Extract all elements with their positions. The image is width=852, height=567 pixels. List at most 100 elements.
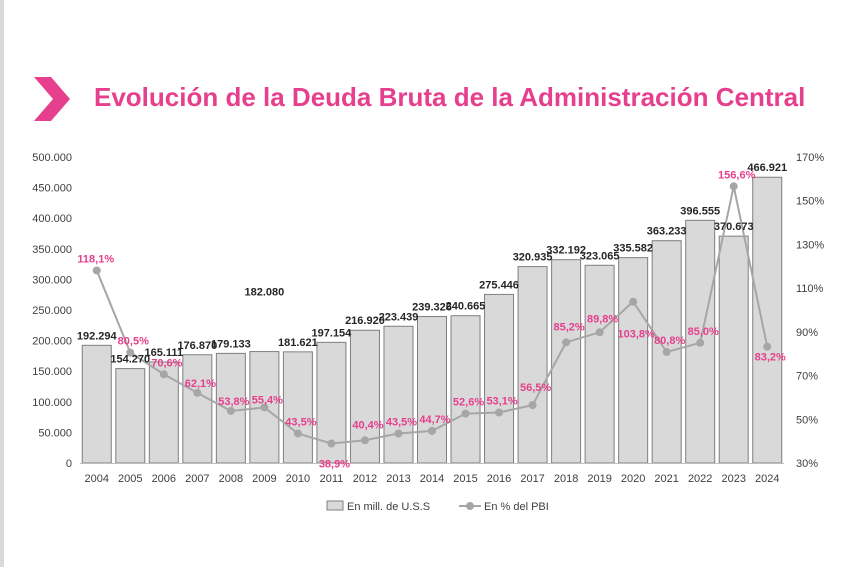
pbi-point [360, 436, 369, 445]
bar-value-label: 240.665 [446, 301, 486, 313]
bar-value-label: 332.192 [546, 245, 586, 257]
bar-value-label: 182.080 [244, 287, 284, 299]
pbi-point [394, 429, 403, 438]
pbi-value-label: 118,1% [77, 253, 114, 265]
x-tick-label: 2011 [320, 473, 344, 485]
pbi-point [662, 347, 671, 356]
pbi-value-label: 43,5% [285, 416, 316, 428]
y-right-tick-label: 130% [796, 239, 824, 251]
x-tick-label: 2023 [721, 473, 745, 485]
x-tick-label: 2013 [386, 473, 410, 485]
x-tick-label: 2004 [85, 473, 109, 485]
pbi-value-label: 70,6% [151, 357, 182, 369]
bar-value-label: 216.920 [345, 315, 385, 327]
pbi-value-label: 43,5% [386, 416, 417, 428]
bar-value-label: 396.555 [680, 205, 720, 217]
bar-value-label: 154.270 [110, 354, 150, 366]
pbi-point [260, 403, 269, 412]
pbi-value-label: 53,1% [486, 396, 517, 408]
x-tick-label: 2022 [688, 473, 712, 485]
bar-value-label: 176.870 [177, 340, 217, 352]
pbi-point [763, 342, 772, 351]
pbi-value-label: 80,8% [654, 335, 685, 347]
pbi-point [495, 408, 504, 417]
pbi-point [327, 439, 336, 448]
pbi-point [629, 297, 638, 306]
bar-value-label: 165.111 [145, 347, 184, 359]
bar [517, 266, 548, 464]
pbi-value-label: 55,4% [252, 394, 283, 406]
y-left-tick-label: 250.000 [32, 305, 72, 317]
pbi-point [461, 409, 470, 418]
x-tick-label: 2009 [252, 473, 276, 485]
y-right-tick-label: 30% [796, 458, 818, 470]
bar [115, 368, 146, 464]
x-tick-label: 2017 [520, 473, 544, 485]
x-tick-label: 2005 [118, 473, 142, 485]
legend-bar-label: En mill. de U.S.S [347, 501, 430, 513]
x-tick-label: 2010 [286, 473, 310, 485]
chevron-right-icon [34, 77, 70, 121]
bar [282, 351, 313, 464]
pbi-point [193, 388, 202, 397]
y-right-tick-label: 70% [796, 371, 818, 383]
pbi-value-label: 62,1% [185, 378, 216, 390]
pbi-point [226, 406, 235, 415]
bar [182, 354, 213, 464]
y-left-tick-label: 500.000 [32, 152, 72, 164]
pbi-point [528, 401, 537, 410]
pbi-value-label: 80,5% [118, 336, 149, 348]
left-border [0, 0, 4, 567]
pbi-value-label: 103,8% [617, 329, 655, 341]
y-right-tick-label: 110% [796, 283, 824, 295]
bar [81, 344, 112, 464]
y-left-tick-label: 400.000 [32, 213, 72, 225]
bar [651, 240, 682, 464]
bar-value-label: 275.446 [479, 279, 519, 291]
x-tick-label: 2016 [487, 473, 511, 485]
bar-value-label: 179.133 [211, 338, 251, 350]
y-left-tick-label: 150.000 [32, 366, 72, 378]
bar-value-label: 323.065 [580, 250, 620, 262]
pbi-value-label: 89,8% [587, 313, 618, 325]
x-tick-label: 2015 [453, 473, 477, 485]
bar-value-label: 370.673 [714, 221, 754, 233]
bar [584, 264, 615, 464]
y-right-tick-label: 50% [796, 414, 818, 426]
x-tick-label: 2024 [755, 473, 779, 485]
pbi-value-label: 83,2% [755, 352, 786, 364]
pbi-value-label: 40,4% [352, 419, 383, 431]
bar [383, 325, 414, 464]
pbi-value-label: 85,2% [553, 321, 584, 333]
pbi-value-label: 156,6% [718, 169, 756, 181]
pbi-point [729, 182, 738, 191]
y-left-tick-label: 0 [66, 458, 72, 470]
bar-value-label: 197.154 [312, 327, 353, 339]
pbi-point [562, 338, 571, 347]
bar-value-label: 466.921 [747, 162, 787, 174]
x-tick-label: 2019 [587, 473, 611, 485]
bar-value-label: 363.233 [647, 226, 687, 238]
bar [618, 257, 649, 464]
x-tick-label: 2007 [185, 473, 209, 485]
x-tick-label: 2014 [420, 473, 444, 485]
bar-value-label: 192.294 [77, 330, 118, 342]
pbi-value-label: 44,7% [419, 414, 450, 426]
bar-value-label: 223.439 [379, 311, 419, 323]
pbi-point [293, 429, 302, 438]
y-left-tick-label: 100.000 [32, 397, 72, 409]
pbi-point [126, 348, 135, 357]
y-right-tick-label: 90% [796, 327, 818, 339]
y-left-tick-label: 50.000 [38, 427, 72, 439]
x-tick-label: 2021 [654, 473, 678, 485]
y-left-tick-label: 300.000 [32, 274, 72, 286]
y-left-tick-label: 200.000 [32, 336, 72, 348]
bar-value-label: 239.326 [412, 302, 452, 314]
y-left-tick-label: 450.000 [32, 183, 72, 195]
pbi-value-label: 53,8% [218, 396, 249, 408]
legend-line-marker [466, 502, 474, 510]
x-tick-label: 2020 [621, 473, 645, 485]
pbi-point [159, 370, 168, 379]
bar [752, 176, 783, 464]
